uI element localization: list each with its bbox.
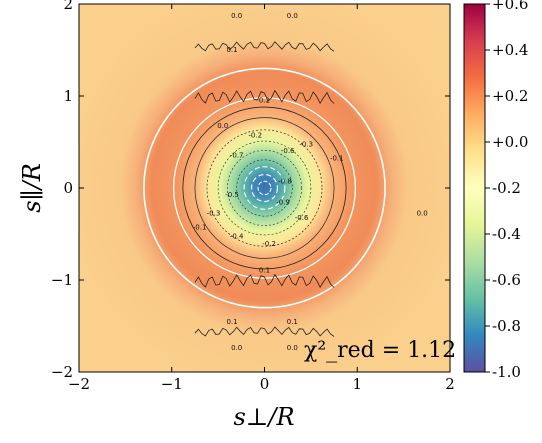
contour-label: -0.2 [248, 131, 262, 139]
contour-labels: 0.0 0.00.10.20.0-0.2-0.3-0.1-0.7-0.6-0.8-… [193, 12, 428, 352]
colorbar-tick-label: -0.2 [492, 179, 521, 197]
colorbar-tick-label: -0.8 [492, 317, 521, 335]
contour-line [194, 273, 335, 289]
heatmap-field [79, 4, 450, 372]
contour-ring [257, 180, 272, 196]
colorbar: +0.6 +0.4 +0.2 +0.0 -0.2 -0.4 -0.6 -0.8 -1.0 [463, 0, 528, 381]
contour-label: 0.0 [217, 122, 228, 130]
contour-label: -0.7 [230, 152, 244, 160]
y-tick-label: −1 [51, 271, 73, 289]
contour-label: -0.3 [207, 210, 221, 218]
contour-label: 0.1 [287, 318, 298, 326]
contour-label: -0.4 [230, 233, 244, 241]
y-tick-label: 2 [63, 0, 73, 13]
chi-squared-annotation: χ²_red = 1.12 [304, 338, 456, 363]
colorbar-tick-label: +0.6 [492, 0, 528, 13]
contour-ring [182, 106, 347, 270]
contour-lines [143, 41, 386, 337]
colorbar-tick-label: +0.2 [492, 87, 528, 105]
contour-label: 0.0 [287, 344, 298, 352]
contour-line [194, 41, 335, 52]
contour-label: 0.1 [226, 46, 237, 54]
colorbar-tick-label: +0.0 [492, 133, 528, 151]
contour-label: -0.8 [278, 177, 292, 185]
y-axis-label: s∥/R [18, 163, 46, 213]
contour-line [194, 326, 335, 337]
contour-line [194, 89, 335, 105]
x-tick-label: −2 [68, 375, 90, 393]
contour-ring [172, 97, 357, 279]
colorbar-tick-label: -1.0 [492, 363, 521, 381]
heatmap-plot: 0.0 0.00.10.20.0-0.2-0.3-0.1-0.7-0.6-0.8-… [79, 4, 450, 372]
contour-ring [217, 140, 312, 236]
colorbar-ticks: +0.6 +0.4 +0.2 +0.0 -0.2 -0.4 -0.6 -0.8 -1.0 [485, 0, 528, 381]
contour-label: -0.5 [225, 191, 239, 199]
contour-label: -0.9 [276, 199, 290, 207]
x-tick-label: 1 [352, 375, 362, 393]
contour-ring [227, 150, 302, 226]
contour-ring [194, 117, 335, 259]
x-axis-label: s⊥/R [233, 403, 294, 431]
colorbar-tick-label: +0.4 [492, 41, 528, 59]
contour-label: -0.6 [295, 214, 309, 222]
y-tick-label: −2 [51, 363, 73, 381]
contour-label: -0.6 [281, 147, 295, 155]
contour-ring [143, 67, 386, 309]
contour-label: 0.0 [287, 12, 298, 20]
x-tick-label: 0 [260, 375, 270, 393]
contour-label: -0.1 [330, 154, 344, 162]
y-tick-label: 0 [63, 179, 73, 197]
colorbar-tick-label: -0.4 [492, 225, 521, 243]
contour-label: 0.0 [231, 344, 242, 352]
colorbar-gradient [463, 3, 486, 373]
contour-label: 0.1 [226, 318, 237, 326]
colorbar-tick-label: -0.6 [492, 271, 521, 289]
y-axis-ticks: −2 −1 0 1 2 [51, 0, 450, 381]
contour-label: -0.1 [193, 223, 207, 231]
contour-label: -0.2 [262, 240, 276, 248]
x-axis-ticks: −2 −1 0 1 2 [68, 4, 455, 393]
contour-ring [236, 159, 293, 217]
contour-label: 0.0 [231, 12, 242, 20]
contour-ring [250, 173, 279, 203]
contour-label: -0.3 [299, 141, 313, 149]
x-tick-label: 2 [445, 375, 455, 393]
contour-ring [206, 129, 323, 247]
contour-label: 0.1 [259, 267, 270, 275]
x-tick-label: −1 [161, 375, 183, 393]
y-tick-label: 1 [63, 87, 73, 105]
contour-label: 0.2 [259, 96, 270, 104]
contour-label: 0.0 [417, 210, 428, 218]
contour-ring [243, 166, 286, 210]
